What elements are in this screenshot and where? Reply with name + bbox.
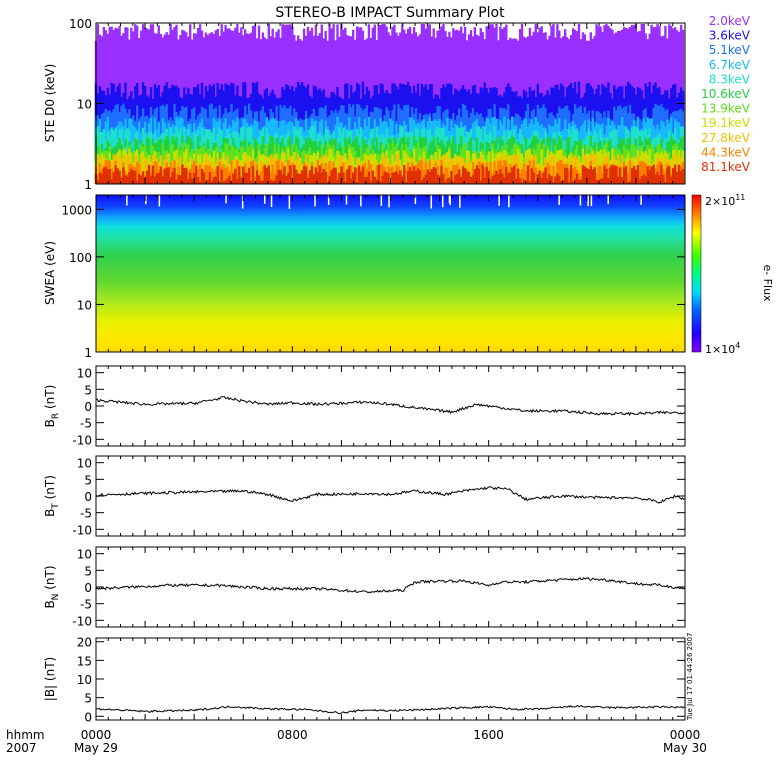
mag-ytick-label: 20 bbox=[77, 636, 92, 650]
mag-trace bbox=[95, 396, 686, 417]
mag-ytick-label: -10 bbox=[72, 614, 92, 628]
ste-ylabel: STE D0 (keV) bbox=[43, 64, 57, 143]
mag-ytick-label: 5 bbox=[84, 473, 92, 487]
x-tick-time: 1600 bbox=[473, 728, 504, 742]
x-tick-date: May 29 bbox=[74, 741, 118, 755]
legend-entry: 2.0keV bbox=[709, 14, 751, 28]
timestamp: Tue Jul 17 01:44:26 2007 bbox=[686, 633, 694, 721]
x-tick-date: May 30 bbox=[663, 741, 707, 755]
swea-ylabel: SWEA (eV) bbox=[43, 241, 57, 305]
mag-ytick-label: -5 bbox=[80, 598, 92, 612]
mag-ytick-label: -5 bbox=[80, 417, 92, 431]
ste-ytick-label: 10 bbox=[77, 98, 92, 112]
mag-ytick-label: 0 bbox=[84, 581, 92, 595]
mag-frame bbox=[95, 546, 686, 628]
mag-ytick-label: -10 bbox=[72, 433, 92, 447]
mag-panel-3: -10 -5 0 5 10 BN (nT) bbox=[43, 546, 686, 628]
mag-ytick-label: 0 bbox=[84, 400, 92, 414]
mag-panel-4: 0 5 10 15 20 |B| (nT) bbox=[43, 636, 686, 724]
mag-ylabel: BN (nT) bbox=[43, 565, 61, 608]
mag-frame bbox=[95, 637, 686, 721]
legend-entry: 8.3keV bbox=[709, 72, 751, 86]
swea-data-gaps bbox=[126, 195, 642, 209]
ste-panel: STE D0 (keV) 2.0keV3.6keV5.1keV6.7keV8.3… bbox=[43, 14, 751, 185]
x-tick-time: 0000 bbox=[81, 728, 112, 742]
swea-ytick-label: 1000 bbox=[61, 203, 92, 217]
colorbar bbox=[691, 194, 702, 353]
colorbar-title: e- Flux bbox=[761, 264, 774, 302]
x-tick-time: 0000 bbox=[670, 728, 701, 742]
swea-spectrogram bbox=[96, 195, 685, 352]
colorbar-max-label: 2×1011 bbox=[705, 193, 745, 208]
legend-entry: 13.9keV bbox=[701, 102, 751, 116]
swea-panel: SWEA (eV) 2×1011 1×104 e- Flux bbox=[43, 193, 774, 356]
mag-trace bbox=[95, 704, 686, 715]
legend-entry: 81.1keV bbox=[701, 160, 751, 174]
legend-entry: 27.8keV bbox=[701, 131, 751, 145]
mag-panel-2: -10 -5 0 5 10 BT (nT) bbox=[43, 455, 686, 537]
legend-entry: 44.3keV bbox=[701, 145, 751, 159]
ste-ytick-label: 100 bbox=[69, 17, 92, 31]
mag-ytick-label: 10 bbox=[77, 457, 92, 471]
swea-ytick-label: 100 bbox=[69, 251, 92, 265]
mag-trace bbox=[95, 577, 686, 594]
mag-ytick-label: 10 bbox=[77, 548, 92, 562]
mag-ytick-label: 10 bbox=[77, 673, 92, 687]
mag-ytick-label: 15 bbox=[77, 654, 92, 668]
legend-entry: 19.1keV bbox=[701, 116, 751, 130]
x-row2-label: 2007 bbox=[6, 741, 37, 755]
x-row1-label: hhmm bbox=[6, 728, 45, 742]
mag-ytick-label: 5 bbox=[84, 564, 92, 578]
swea-ytick-label: 10 bbox=[77, 298, 92, 312]
mag-ytick-label: -5 bbox=[80, 507, 92, 521]
legend-entry: 10.6keV bbox=[701, 87, 751, 101]
mag-ylabel: BR (nT) bbox=[43, 385, 61, 428]
ste-energy-bands bbox=[94, 24, 685, 184]
legend-entry: 5.1keV bbox=[709, 43, 751, 57]
x-tick-time: 0800 bbox=[277, 728, 308, 742]
mag-ytick-label: 0 bbox=[84, 490, 92, 504]
mag-trace bbox=[95, 486, 686, 504]
plot-title: STEREO-B IMPACT Summary Plot bbox=[275, 5, 505, 21]
colorbar-min-label: 1×104 bbox=[705, 341, 740, 356]
mag-ytick-label: 10 bbox=[77, 367, 92, 381]
mag-panel-1: -10 -5 0 5 10 BR (nT) bbox=[43, 365, 686, 447]
mag-ylabel: BT (nT) bbox=[43, 475, 61, 517]
ste-ytick-label: 1 bbox=[84, 178, 92, 192]
legend-entry: 3.6keV bbox=[709, 29, 751, 43]
swea-ytick-label: 1 bbox=[84, 346, 92, 360]
legend-entry: 6.7keV bbox=[709, 58, 751, 72]
mag-ytick-label: 5 bbox=[84, 692, 92, 706]
mag-ylabel: |B| (nT) bbox=[43, 657, 57, 701]
mag-ytick-label: -10 bbox=[72, 523, 92, 537]
mag-ytick-label: 0 bbox=[84, 710, 92, 724]
ste-legend: 2.0keV3.6keV5.1keV6.7keV8.3keV10.6keV13.… bbox=[701, 14, 751, 174]
mag-ytick-label: 5 bbox=[84, 383, 92, 397]
magnetometer-panels: -10 -5 0 5 10 BR (nT) -10 -5 0 5 10 BT (nT) -10 -5 0 5 1… bbox=[43, 365, 686, 724]
mag-frame bbox=[95, 365, 686, 447]
